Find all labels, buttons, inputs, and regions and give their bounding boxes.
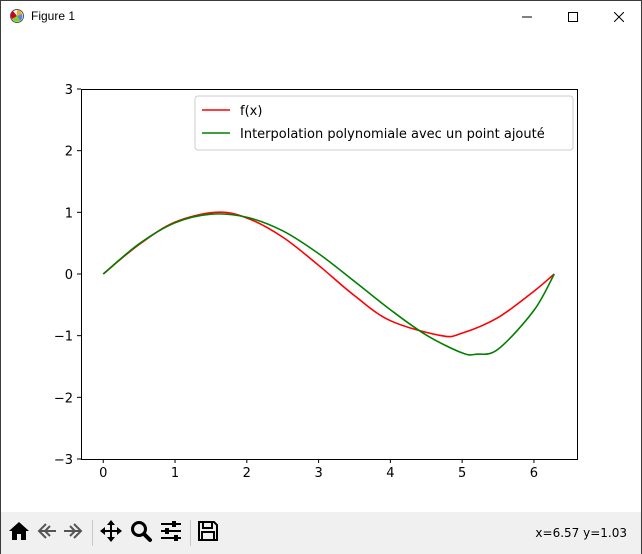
x-tick-label: 5 [458,466,466,481]
home-button[interactable] [7,521,31,545]
title-bar[interactable]: Figure 1 [1,1,641,32]
figure-canvas[interactable]: 0 1 2 3 4 5 6 −3 −2 −1 0 1 2 3 f(x) Interpolation poly… [1,32,641,512]
configure-subplots-button[interactable] [159,521,183,545]
x-tick-label: 3 [314,466,322,481]
home-icon [8,520,30,546]
axes-frame [81,89,578,460]
back-arrow-icon [36,520,58,546]
minimize-icon [522,12,532,22]
minimize-button[interactable] [504,1,550,32]
toolbar-separator [190,520,191,546]
y-tick-label: 2 [65,145,73,160]
y-tick-label: 1 [65,206,73,221]
pan-button[interactable] [99,519,123,547]
y-tick-label: −2 [54,391,73,406]
maximize-button[interactable] [550,1,596,32]
window-title: Figure 1 [31,9,76,23]
maximize-icon [568,11,578,22]
series-line-0 [102,211,555,338]
plot: 0 1 2 3 4 5 6 −3 −2 −1 0 1 2 3 f(x) Interpolation poly… [54,83,578,481]
legend-box [194,95,574,151]
save-icon [197,520,219,546]
legend-label: Interpolation polynomiale avec un point … [240,127,545,142]
zoom-button[interactable] [129,521,153,545]
back-button[interactable] [35,521,59,545]
move-icon [99,519,123,547]
sliders-icon [159,519,183,547]
x-tick-label: 6 [530,466,538,481]
save-button[interactable] [196,521,220,545]
y-tick-label: 0 [65,268,73,283]
forward-arrow-icon [62,520,84,546]
series-line-1 [102,213,555,356]
y-tick-label: −3 [54,453,73,468]
toolbar-separator [92,520,93,546]
legend-label: f(x) [240,104,262,119]
matplotlib-icon [9,8,25,24]
x-tick-label: 1 [171,466,179,481]
x-tick-label: 2 [243,466,251,481]
y-tick-label: 3 [65,83,73,98]
navigation-toolbar: x=6.57 y=1.03 [1,512,641,554]
x-tick-label: 4 [386,466,394,481]
y-tick-label: −1 [54,330,73,345]
legend: f(x) Interpolation polynomiale avec un po… [194,95,574,151]
x-tick-label: 0 [99,466,107,481]
zoom-icon [129,519,153,547]
close-button[interactable] [596,1,642,32]
close-icon [614,11,624,22]
cursor-coordinates: x=6.57 y=1.03 [535,526,627,540]
forward-button[interactable] [61,521,85,545]
